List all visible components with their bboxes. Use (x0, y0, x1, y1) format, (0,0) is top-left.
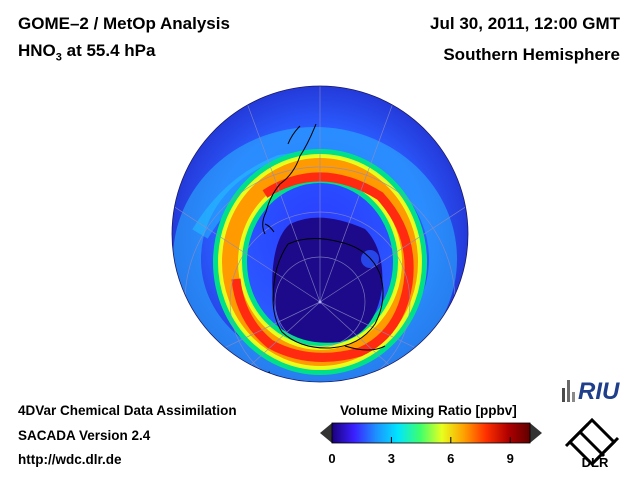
riu-logo-text: RIU (578, 378, 620, 404)
footer-line-1: 4DVar Chemical Data Assimilation (18, 403, 237, 418)
datetime-label: Jul 30, 2011, 12:00 GMT (430, 14, 620, 33)
dlr-logo-text: DLR (582, 455, 609, 468)
globe-outline (171, 85, 469, 383)
pressure-level: at 55.4 hPa (61, 41, 156, 60)
colorbar-tick-label: 3 (387, 451, 396, 466)
map-title: GOME–2 / MetOp Analysis (18, 14, 230, 33)
species-name: HNO (18, 41, 56, 60)
colorbar-ticks (331, 437, 511, 443)
hemisphere-label: Southern Hemisphere (443, 45, 620, 64)
colorbar-tick-label: 9 (506, 451, 514, 466)
colorbar (320, 422, 542, 444)
colorbar-min-arrow (320, 423, 332, 443)
south-pole-marker (318, 300, 322, 304)
polar-globe-map (171, 85, 469, 383)
colorbar-gradient (331, 422, 531, 444)
species-level-label: HNO3 at 55.4 hPa (18, 41, 155, 63)
colorbar-tick-label: 6 (447, 451, 455, 466)
colorbar-max-arrow (530, 423, 542, 443)
dlr-logo: DLR (564, 417, 620, 468)
footer-line-2: SACADA Version 2.4 (18, 428, 151, 443)
species-subscript: 3 (55, 51, 62, 64)
riu-logo: RIU (562, 378, 620, 404)
footer-url: http://wdc.dlr.de (18, 452, 122, 467)
vortex-ring-red (231, 172, 414, 362)
outer-band (173, 127, 457, 382)
colorbar-tick-label: 0 (328, 451, 336, 466)
colorbar-title: Volume Mixing Ratio [ppbv] (340, 403, 517, 418)
